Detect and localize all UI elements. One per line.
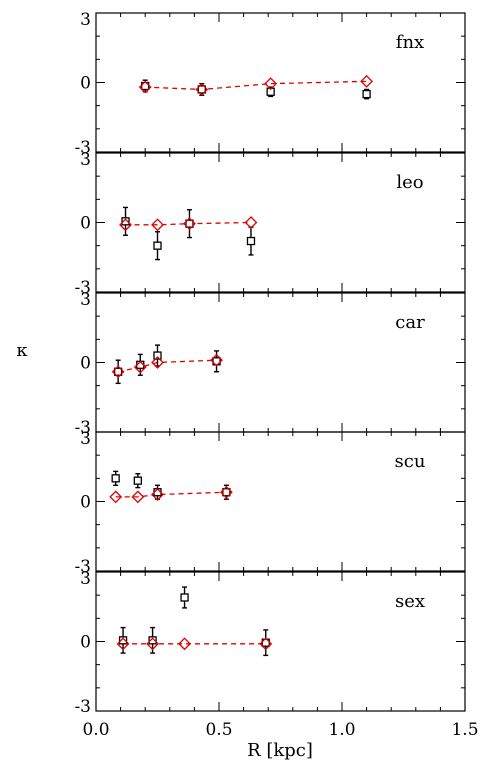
panel-label: leo bbox=[396, 172, 423, 193]
model-point bbox=[219, 485, 233, 499]
model-line bbox=[125, 221, 251, 226]
x-tick-labels: 0.0 0.5 1.0 1.5 bbox=[82, 720, 478, 740]
panel-label: sex bbox=[395, 591, 425, 612]
model-point bbox=[111, 365, 125, 379]
y-tick-label: 0 bbox=[80, 214, 91, 234]
model-line bbox=[115, 491, 227, 498]
model-line bbox=[118, 359, 217, 373]
observed-point bbox=[197, 85, 206, 94]
model-point bbox=[178, 637, 191, 651]
observed-point bbox=[180, 593, 189, 602]
y-tick-label: -3 bbox=[74, 697, 91, 717]
model-point bbox=[109, 490, 123, 504]
observed-point bbox=[362, 89, 371, 99]
x-tick-label: 0.5 bbox=[205, 720, 232, 740]
x-tick-label: 1.5 bbox=[451, 720, 478, 740]
model-point bbox=[244, 216, 258, 229]
panel-fnx: 3 0 -3 fnx bbox=[74, 10, 466, 158]
model-point bbox=[146, 637, 159, 651]
model-point bbox=[183, 217, 196, 231]
model-point bbox=[360, 74, 374, 88]
y-tick-label: 0 bbox=[80, 354, 91, 374]
observed-point bbox=[246, 236, 256, 246]
panel-label: car bbox=[395, 312, 425, 333]
model-point bbox=[116, 637, 130, 651]
y-tick-label: 0 bbox=[80, 633, 91, 653]
observed-point bbox=[133, 476, 142, 485]
panel-leo: 3 0 -3 leo bbox=[74, 150, 466, 298]
panel-car: 3 0 -3 car bbox=[74, 290, 466, 438]
model-point bbox=[195, 83, 209, 96]
y-tick-label: 3 bbox=[80, 150, 91, 170]
y-tick-label: 3 bbox=[80, 290, 91, 310]
y-axis-label: κ bbox=[16, 340, 28, 361]
x-axis-label: R [kpc] bbox=[247, 740, 313, 761]
panels-group: 3 0 -3 fnx 3 0 -3 leo 3 0 -3 car 3 0 -3 scu 3 0 -3 sex bbox=[74, 10, 466, 717]
x-tick-label: 0.0 bbox=[82, 720, 109, 740]
observed-point bbox=[118, 636, 128, 645]
panel-sex: 3 0 -3 sex bbox=[74, 569, 466, 717]
y-tick-label: 3 bbox=[80, 429, 91, 449]
observed-point bbox=[148, 636, 157, 645]
observed-point bbox=[111, 474, 120, 483]
model-point bbox=[151, 218, 164, 232]
observed-point bbox=[113, 367, 123, 376]
y-tick-label: -3 bbox=[74, 418, 91, 438]
y-tick-label: -3 bbox=[74, 138, 91, 158]
observed-point bbox=[153, 241, 162, 250]
model-point bbox=[259, 637, 273, 651]
model-point bbox=[119, 218, 132, 232]
model-point bbox=[264, 77, 278, 91]
model-point bbox=[151, 488, 164, 501]
model-point bbox=[138, 80, 152, 94]
model-line bbox=[145, 80, 367, 91]
observed-point bbox=[222, 488, 231, 497]
panel-scu: 3 0 -3 scu bbox=[74, 429, 466, 577]
panel-label: scu bbox=[395, 451, 426, 472]
observed-point bbox=[121, 217, 130, 226]
model-point bbox=[151, 356, 164, 369]
model-point bbox=[133, 360, 147, 374]
model-point bbox=[131, 490, 145, 504]
x-tick-label: 1.0 bbox=[328, 720, 355, 740]
observed-point bbox=[185, 219, 194, 228]
panel-label: fnx bbox=[396, 32, 424, 53]
observed-point bbox=[153, 351, 162, 360]
y-tick-label: 0 bbox=[80, 74, 91, 94]
y-tick-label: -3 bbox=[74, 557, 91, 577]
y-tick-label: 3 bbox=[80, 569, 91, 589]
y-tick-label: 0 bbox=[80, 493, 91, 513]
model-point bbox=[210, 353, 223, 367]
y-tick-label: 3 bbox=[80, 10, 91, 30]
y-tick-label: -3 bbox=[74, 278, 91, 298]
